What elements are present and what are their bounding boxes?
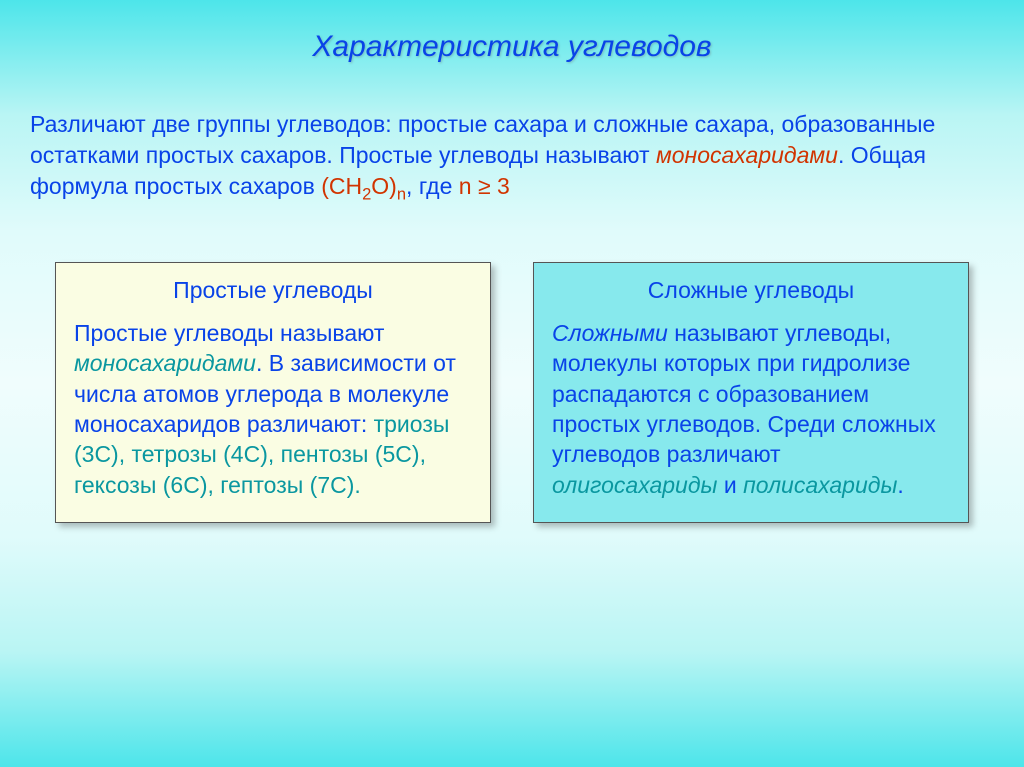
intro-formula: (CH2O)n (321, 173, 406, 199)
box-right-body: Сложными называют углеводы, молекулы кот… (552, 318, 950, 500)
box-right-title: Сложные углеводы (552, 277, 950, 304)
intro-keyword: моносахаридами (656, 142, 838, 168)
formula-sub1: 2 (362, 185, 371, 204)
intro-condition: n ≥ 3 (459, 173, 510, 199)
boxes-row: Простые углеводы Простые углеводы называ… (55, 262, 969, 523)
box-right-t1: Сложными (552, 320, 668, 346)
slide-title: Характеристика углеводов (0, 0, 1024, 64)
formula-sub2: n (397, 185, 406, 204)
box-right-t3: и (717, 472, 743, 498)
box-right-t4: . (897, 472, 903, 498)
box-left-k1: моносахаридами (74, 350, 256, 376)
box-left-t1: Простые углеводы называют (74, 320, 384, 346)
box-left-body: Простые углеводы называют моносахаридами… (74, 318, 472, 500)
intro-text-3: , где (406, 173, 459, 199)
intro-paragraph: Различают две группы углеводов: простые … (30, 109, 994, 206)
box-left-title: Простые углеводы (74, 277, 472, 304)
formula-left: (CH (321, 173, 362, 199)
box-complex-carbs: Сложные углеводы Сложными называют углев… (533, 262, 969, 523)
box-right-k2: полисахариды (743, 472, 897, 498)
formula-mid: O) (371, 173, 397, 199)
box-simple-carbs: Простые углеводы Простые углеводы называ… (55, 262, 491, 523)
box-right-k1: олигосахариды (552, 472, 717, 498)
